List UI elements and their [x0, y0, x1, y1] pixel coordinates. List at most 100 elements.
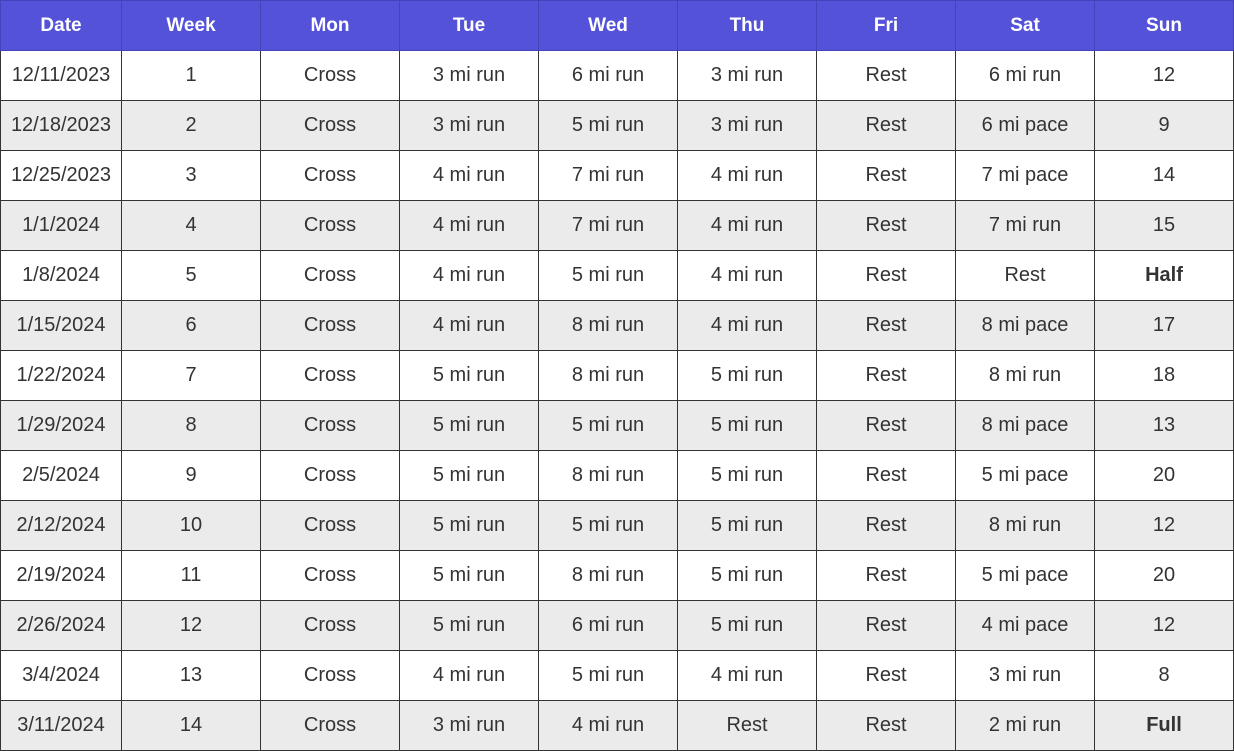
table-body: 12/11/2023 1 Cross 3 mi run 6 mi run 3 mi run…	[0, 50, 1234, 751]
thu-cell: 3 mi run	[677, 100, 817, 151]
mon-cell: Cross	[260, 700, 400, 751]
header-fri: Fri	[816, 0, 956, 51]
date-cell: 3/4/2024	[0, 650, 122, 701]
mon-cell: Cross	[260, 300, 400, 351]
week-cell: 8	[121, 400, 261, 451]
table-row: 3/11/2024 14 Cross 3 mi run 4 mi run Rest Rest…	[0, 700, 1234, 751]
table-row: 2/26/2024 12 Cross 5 mi run 6 mi run 5 mi run…	[0, 600, 1234, 651]
tue-cell: 4 mi run	[399, 650, 539, 701]
wed-cell: 7 mi run	[538, 150, 678, 201]
mon-cell: Cross	[260, 600, 400, 651]
sun-cell: Half	[1094, 250, 1234, 301]
week-cell: 2	[121, 100, 261, 151]
header-sat: Sat	[955, 0, 1095, 51]
date-cell: 2/12/2024	[0, 500, 122, 551]
wed-cell: 6 mi run	[538, 50, 678, 101]
thu-cell: 4 mi run	[677, 200, 817, 251]
thu-cell: 5 mi run	[677, 500, 817, 551]
wed-cell: 5 mi run	[538, 500, 678, 551]
tue-cell: 5 mi run	[399, 500, 539, 551]
week-cell: 3	[121, 150, 261, 201]
wed-cell: 5 mi run	[538, 650, 678, 701]
week-cell: 14	[121, 700, 261, 751]
date-cell: 2/5/2024	[0, 450, 122, 501]
table-row: 12/25/2023 3 Cross 4 mi run 7 mi run 4 mi run…	[0, 150, 1234, 201]
sun-cell: 20	[1094, 550, 1234, 601]
thu-cell: 5 mi run	[677, 350, 817, 401]
date-cell: 3/11/2024	[0, 700, 122, 751]
tue-cell: 5 mi run	[399, 450, 539, 501]
date-cell: 2/26/2024	[0, 600, 122, 651]
sat-cell: 8 mi run	[955, 350, 1095, 401]
mon-cell: Cross	[260, 400, 400, 451]
sat-cell: 5 mi pace	[955, 550, 1095, 601]
sun-cell: 14	[1094, 150, 1234, 201]
sat-cell: 8 mi pace	[955, 300, 1095, 351]
fri-cell: Rest	[816, 550, 956, 601]
sun-cell: Full	[1094, 700, 1234, 751]
fri-cell: Rest	[816, 50, 956, 101]
sun-cell: 8	[1094, 650, 1234, 701]
mon-cell: Cross	[260, 650, 400, 701]
sun-cell: 12	[1094, 50, 1234, 101]
sat-cell: 6 mi pace	[955, 100, 1095, 151]
thu-cell: 3 mi run	[677, 50, 817, 101]
mon-cell: Cross	[260, 100, 400, 151]
table-header-row: Date Week Mon Tue Wed Thu Fri Sat Sun	[0, 0, 1234, 51]
mon-cell: Cross	[260, 50, 400, 101]
sat-cell: 5 mi pace	[955, 450, 1095, 501]
thu-cell: 5 mi run	[677, 550, 817, 601]
mon-cell: Cross	[260, 350, 400, 401]
week-cell: 7	[121, 350, 261, 401]
sat-cell: 4 mi pace	[955, 600, 1095, 651]
date-cell: 1/15/2024	[0, 300, 122, 351]
thu-cell: 5 mi run	[677, 450, 817, 501]
thu-cell: 4 mi run	[677, 650, 817, 701]
sat-cell: 6 mi run	[955, 50, 1095, 101]
tue-cell: 4 mi run	[399, 150, 539, 201]
week-cell: 11	[121, 550, 261, 601]
tue-cell: 3 mi run	[399, 100, 539, 151]
week-cell: 10	[121, 500, 261, 551]
fri-cell: Rest	[816, 250, 956, 301]
date-cell: 12/25/2023	[0, 150, 122, 201]
wed-cell: 5 mi run	[538, 400, 678, 451]
tue-cell: 4 mi run	[399, 300, 539, 351]
week-cell: 1	[121, 50, 261, 101]
table-row: 12/18/2023 2 Cross 3 mi run 5 mi run 3 mi run…	[0, 100, 1234, 151]
sat-cell: 8 mi pace	[955, 400, 1095, 451]
table-row: 1/8/2024 5 Cross 4 mi run 5 mi run 4 mi run Re…	[0, 250, 1234, 301]
fri-cell: Rest	[816, 300, 956, 351]
fri-cell: Rest	[816, 450, 956, 501]
tue-cell: 4 mi run	[399, 200, 539, 251]
header-wed: Wed	[538, 0, 678, 51]
mon-cell: Cross	[260, 550, 400, 601]
table-row: 1/29/2024 8 Cross 5 mi run 5 mi run 5 mi run R…	[0, 400, 1234, 451]
date-cell: 1/8/2024	[0, 250, 122, 301]
sat-cell: 7 mi pace	[955, 150, 1095, 201]
wed-cell: 4 mi run	[538, 700, 678, 751]
thu-cell: 5 mi run	[677, 400, 817, 451]
tue-cell: 5 mi run	[399, 350, 539, 401]
mon-cell: Cross	[260, 250, 400, 301]
fri-cell: Rest	[816, 650, 956, 701]
tue-cell: 4 mi run	[399, 250, 539, 301]
thu-cell: Rest	[677, 700, 817, 751]
wed-cell: 8 mi run	[538, 450, 678, 501]
wed-cell: 8 mi run	[538, 350, 678, 401]
table-row: 1/15/2024 6 Cross 4 mi run 8 mi run 4 mi run R…	[0, 300, 1234, 351]
week-cell: 4	[121, 200, 261, 251]
sun-cell: 9	[1094, 100, 1234, 151]
sun-cell: 20	[1094, 450, 1234, 501]
mon-cell: Cross	[260, 500, 400, 551]
fri-cell: Rest	[816, 600, 956, 651]
fri-cell: Rest	[816, 200, 956, 251]
date-cell: 2/19/2024	[0, 550, 122, 601]
mon-cell: Cross	[260, 450, 400, 501]
week-cell: 5	[121, 250, 261, 301]
week-cell: 12	[121, 600, 261, 651]
wed-cell: 5 mi run	[538, 250, 678, 301]
table-row: 2/5/2024 9 Cross 5 mi run 8 mi run 5 mi run Re…	[0, 450, 1234, 501]
wed-cell: 8 mi run	[538, 300, 678, 351]
